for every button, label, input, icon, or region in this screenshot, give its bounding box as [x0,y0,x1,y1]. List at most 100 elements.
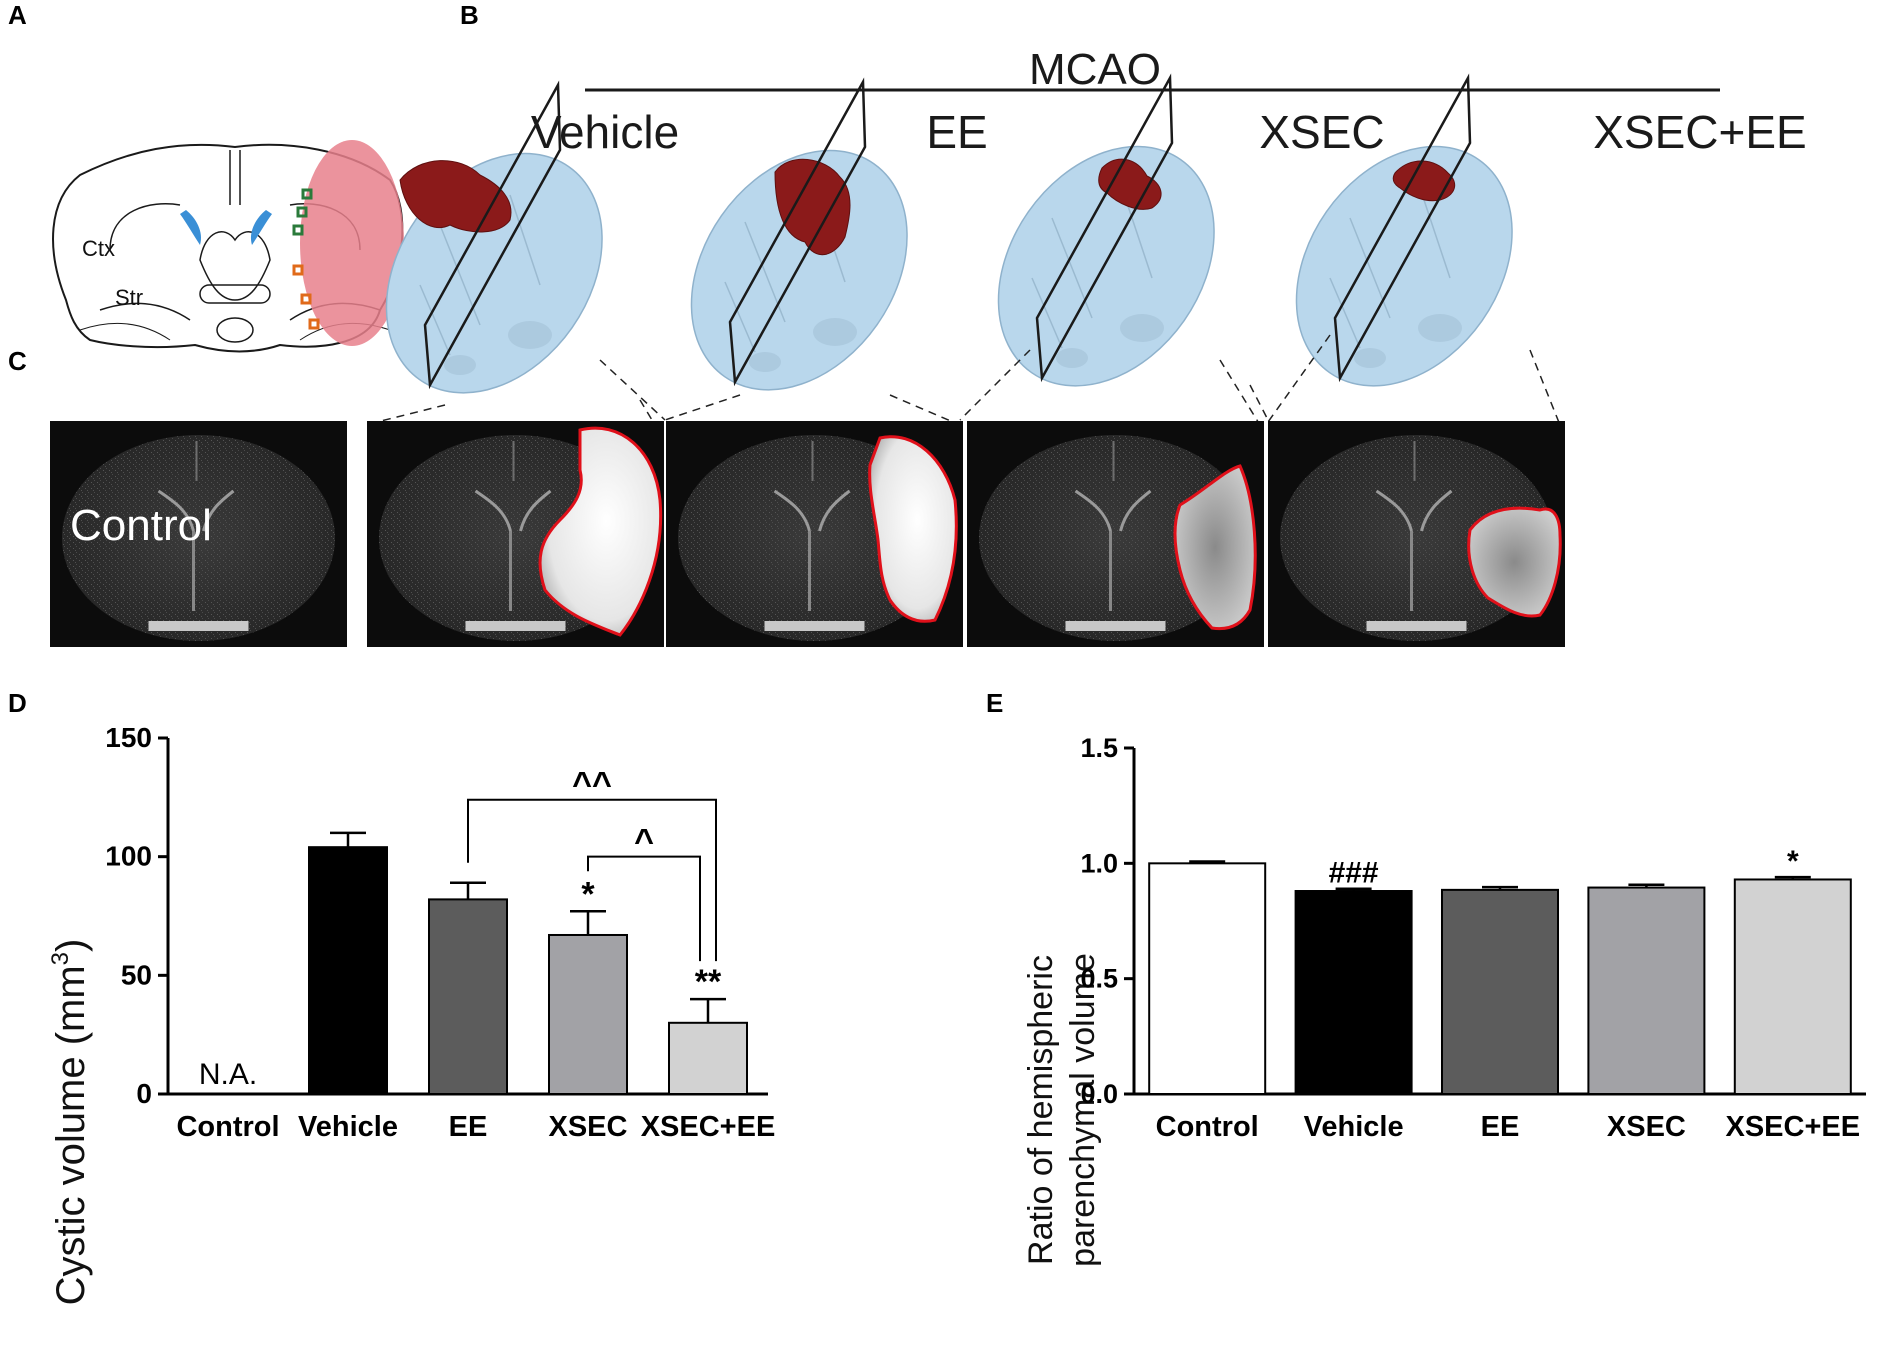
ventricles [773,489,851,532]
y-tick-label: 1.0 [1080,848,1118,878]
lesion-outline [538,426,663,637]
panel-label-b: B [460,0,479,30]
chart-e-ylabel-line2: parenchymal volume [1064,953,1102,1267]
brain-render [690,77,908,391]
chart-e-ylabel-line1: Ratio of hemispheric [1022,955,1060,1265]
y-tick-label: 0.5 [1080,964,1118,994]
group-label-xsec: XSEC [1259,106,1384,158]
connector-dashed-line [959,349,1031,421]
mri-slices [50,421,1565,647]
bracket-label: ^ [634,823,654,861]
brain-3d-detail [1056,348,1088,368]
bar-ee [1441,888,1559,1095]
x-tick-label: EE [1481,1111,1520,1143]
slice-plane [1333,73,1472,383]
lesion-outline [1173,464,1257,631]
lesion-outline [868,435,958,623]
brain-render [997,73,1215,387]
cortex-marker [292,224,304,236]
chart-cystic-volume: Cystic volume (mm3) 0 50 100 150 N.A. Control… [47,722,775,1305]
cortex-marker [296,206,308,218]
connector-dashed-line [1249,384,1269,421]
x-tick-label: Vehicle [1304,1111,1404,1143]
brain-3d-detail [1418,314,1462,342]
connector-dashed-line [639,399,656,426]
connector-dashed-line [1267,334,1331,423]
brain-3d-detail [508,321,552,349]
slice-plane [423,80,562,390]
chart-d-ylabel-end: ) [49,939,93,952]
chart-d-ylabel-text: Cystic volume (mm [49,965,93,1305]
connector-dashed-line [1529,349,1561,426]
group-label-xsec-ee: XSEC+EE [1593,106,1807,158]
panel-label-d: D [8,688,27,718]
y-tick-label: 0.0 [1080,1079,1118,1109]
bar-vehicle [1294,890,1413,1095]
mri-texture [979,435,1252,641]
ventricles [1375,489,1453,532]
striatum-marker [308,318,320,330]
chart-d-ylabel: Cystic volume (mm3) [47,939,93,1306]
brain-3d-detail [1354,348,1386,368]
x-tick-label: XSEC [549,1111,628,1143]
slice-plane [728,77,867,387]
y-tick-label: 50 [121,959,152,990]
str-label: Str [115,285,143,310]
connector-dashed-line [599,359,666,421]
lesion-fill [869,436,957,622]
connector-dashed-line [1219,359,1261,426]
ventricles [1074,489,1152,532]
ctx-label: Ctx [82,236,115,261]
mri-slice [50,421,347,647]
brain-3d-detail [444,355,476,375]
significance-label: * [581,875,595,913]
basal-bright [148,621,249,631]
bracket-xsec-vs-xsec-ee [587,855,701,962]
chart-d-ylabel-sup: 3 [47,952,74,965]
ventricles [474,489,552,532]
bracket-label: ^^ [572,766,612,804]
ventricles [157,489,235,532]
coronal-schematic: Ctx Str [52,140,404,353]
connector-dashed-line [664,394,741,421]
basal-bright [465,621,566,631]
basal-bright [1065,621,1166,631]
x-tick-label: XSEC+EE [641,1111,776,1143]
svg-text:Cystic volume (mm3): Cystic volume (mm3) [47,939,93,1306]
brain-3d-detail [813,318,857,346]
x-tick-label: Control [1156,1111,1259,1143]
mcao-label: MCAO [1029,45,1161,94]
y-tick-label: 0 [136,1078,152,1109]
y-tick-label: 150 [105,722,152,753]
connector-dashed-line [889,394,961,426]
significance-label: ### [1329,857,1379,890]
group-labels-b: Vehicle EE XSEC XSEC+EE [531,106,1807,158]
panel-label-e: E [986,688,1003,718]
bar-vehicle [308,846,388,1095]
na-label: N.A. [199,1058,257,1091]
basal-bright [764,621,865,631]
cortex-marker [301,188,313,200]
y-tick-label: 100 [105,841,152,872]
group-label-vehicle: Vehicle [531,106,679,158]
lesion-fill [1175,466,1256,629]
ventricle-right [250,210,272,245]
x-tick-label: EE [449,1111,488,1143]
bar-xsec-ee [668,1021,748,1095]
panel-label-a: A [8,0,27,30]
lesion-fill [540,428,661,635]
chart-hemispheric-ratio: Ratio of hemispheric parenchymal volume … [1022,733,1866,1267]
bar-xsec [548,933,628,1096]
striatum-marker [292,264,304,276]
bar-ee [428,898,508,1095]
lesion-region [300,140,404,346]
brain-3d-detail [749,352,781,372]
significance-label: * [1787,845,1799,878]
brain-render [1295,73,1513,387]
basal-bright [1366,621,1467,631]
bar-xsec-ee [1733,878,1852,1095]
infarct-region [399,160,512,233]
brain-render [385,80,603,394]
infarct-region [1098,158,1162,210]
bar-xsec [1587,886,1706,1096]
